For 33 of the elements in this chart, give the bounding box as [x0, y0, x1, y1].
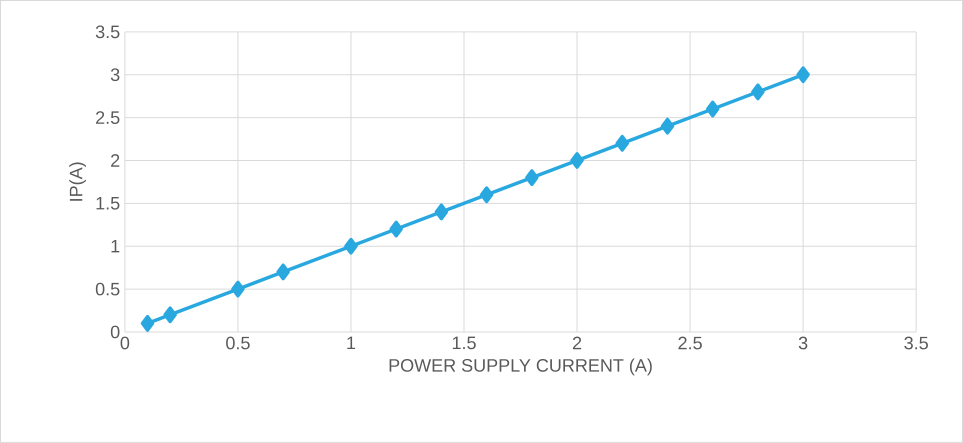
point [231, 280, 245, 298]
point [389, 220, 403, 238]
point [480, 186, 494, 204]
y-tick-label: 3.5 [96, 26, 120, 38]
point [616, 134, 629, 152]
y-axis-title: IP(A) [69, 162, 86, 201]
x-tick-label: 1 [347, 336, 356, 350]
point [434, 204, 448, 220]
point [660, 118, 674, 135]
x-tick-label: 3 [798, 336, 808, 350]
x-tick-label: 2.5 [678, 336, 702, 350]
x-tick-label: 2 [572, 336, 582, 350]
y-tick-label: 0 [110, 326, 120, 338]
x-tick-label: 0 [120, 336, 130, 350]
x-tick-label: 1.5 [452, 336, 476, 350]
point [344, 238, 358, 255]
point [751, 84, 765, 100]
x-tick-label: 3.5 [904, 336, 928, 350]
point [706, 100, 720, 118]
y-tick-label: 2.5 [96, 111, 120, 124]
point [163, 306, 177, 324]
point [525, 169, 539, 186]
point [570, 152, 584, 169]
y-tick-label: 1 [112, 240, 120, 252]
x-tick-label: 0.5 [226, 336, 250, 350]
x-axis-title: POWER SUPPLY CURRENT (A) [390, 358, 652, 376]
y-tick-label: 0.5 [96, 282, 120, 296]
point [796, 66, 810, 84]
y-tick-label: 1.5 [96, 197, 120, 210]
y-tick-label: 2 [111, 154, 120, 167]
point [140, 315, 154, 332]
y-tick-label: 3 [110, 68, 120, 82]
point [276, 264, 290, 280]
